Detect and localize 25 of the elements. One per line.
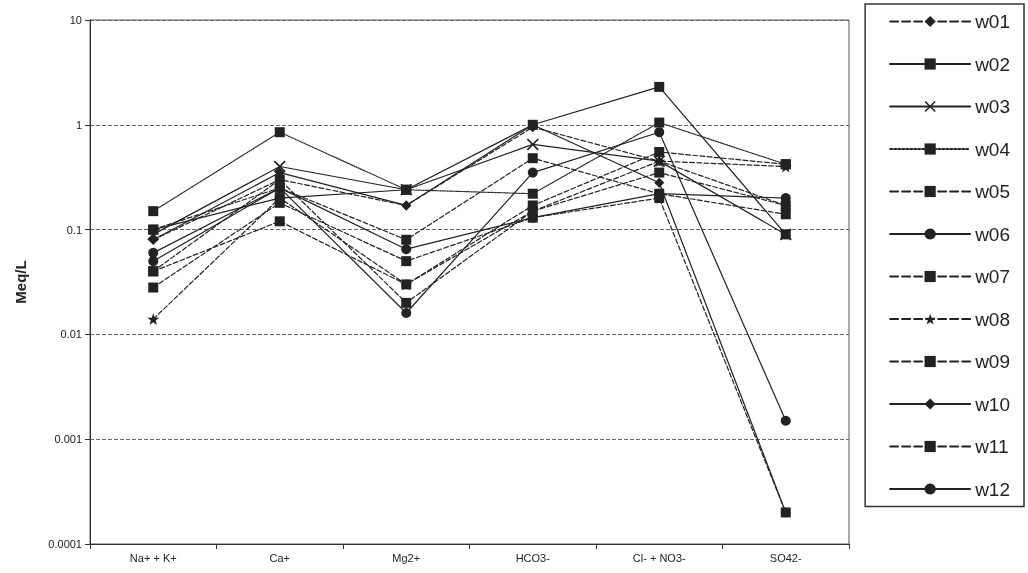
x-tick-label: Cl- + NO3- — [632, 551, 687, 564]
y-tick-label: 0.001 — [54, 433, 82, 446]
legend-label: w11 — [974, 436, 1009, 457]
legend-label: w03 — [974, 96, 1010, 117]
legend-label: w04 — [974, 138, 1011, 160]
y-tick-label: 0.0001 — [48, 538, 82, 550]
y-tick-label: 1 — [75, 118, 82, 131]
legend-label: w12 — [974, 478, 1010, 500]
legend-label: w08 — [974, 308, 1010, 330]
y-tick-label: 10 — [69, 14, 82, 26]
legend-label: w01 — [974, 11, 1010, 32]
legend-label: w09 — [974, 351, 1010, 372]
legend-label: w10 — [974, 393, 1010, 415]
x-tick-label: Ca+ — [269, 551, 290, 564]
x-tick-label: Mg2+ — [392, 551, 421, 564]
y-tick-label: 0.1 — [66, 223, 82, 236]
legend-label: w07 — [974, 266, 1010, 287]
y-axis-title: Meq/L — [12, 260, 29, 304]
x-tick-label: SO42- — [769, 551, 802, 564]
legend-label: w06 — [974, 223, 1010, 245]
x-tick-label: HCO3- — [515, 551, 551, 564]
legend-label: w05 — [974, 181, 1010, 202]
y-tick-label: 0.01 — [60, 328, 82, 341]
legend-label: w02 — [974, 53, 1010, 75]
x-tick-label: Na+ + K+ — [129, 551, 177, 564]
